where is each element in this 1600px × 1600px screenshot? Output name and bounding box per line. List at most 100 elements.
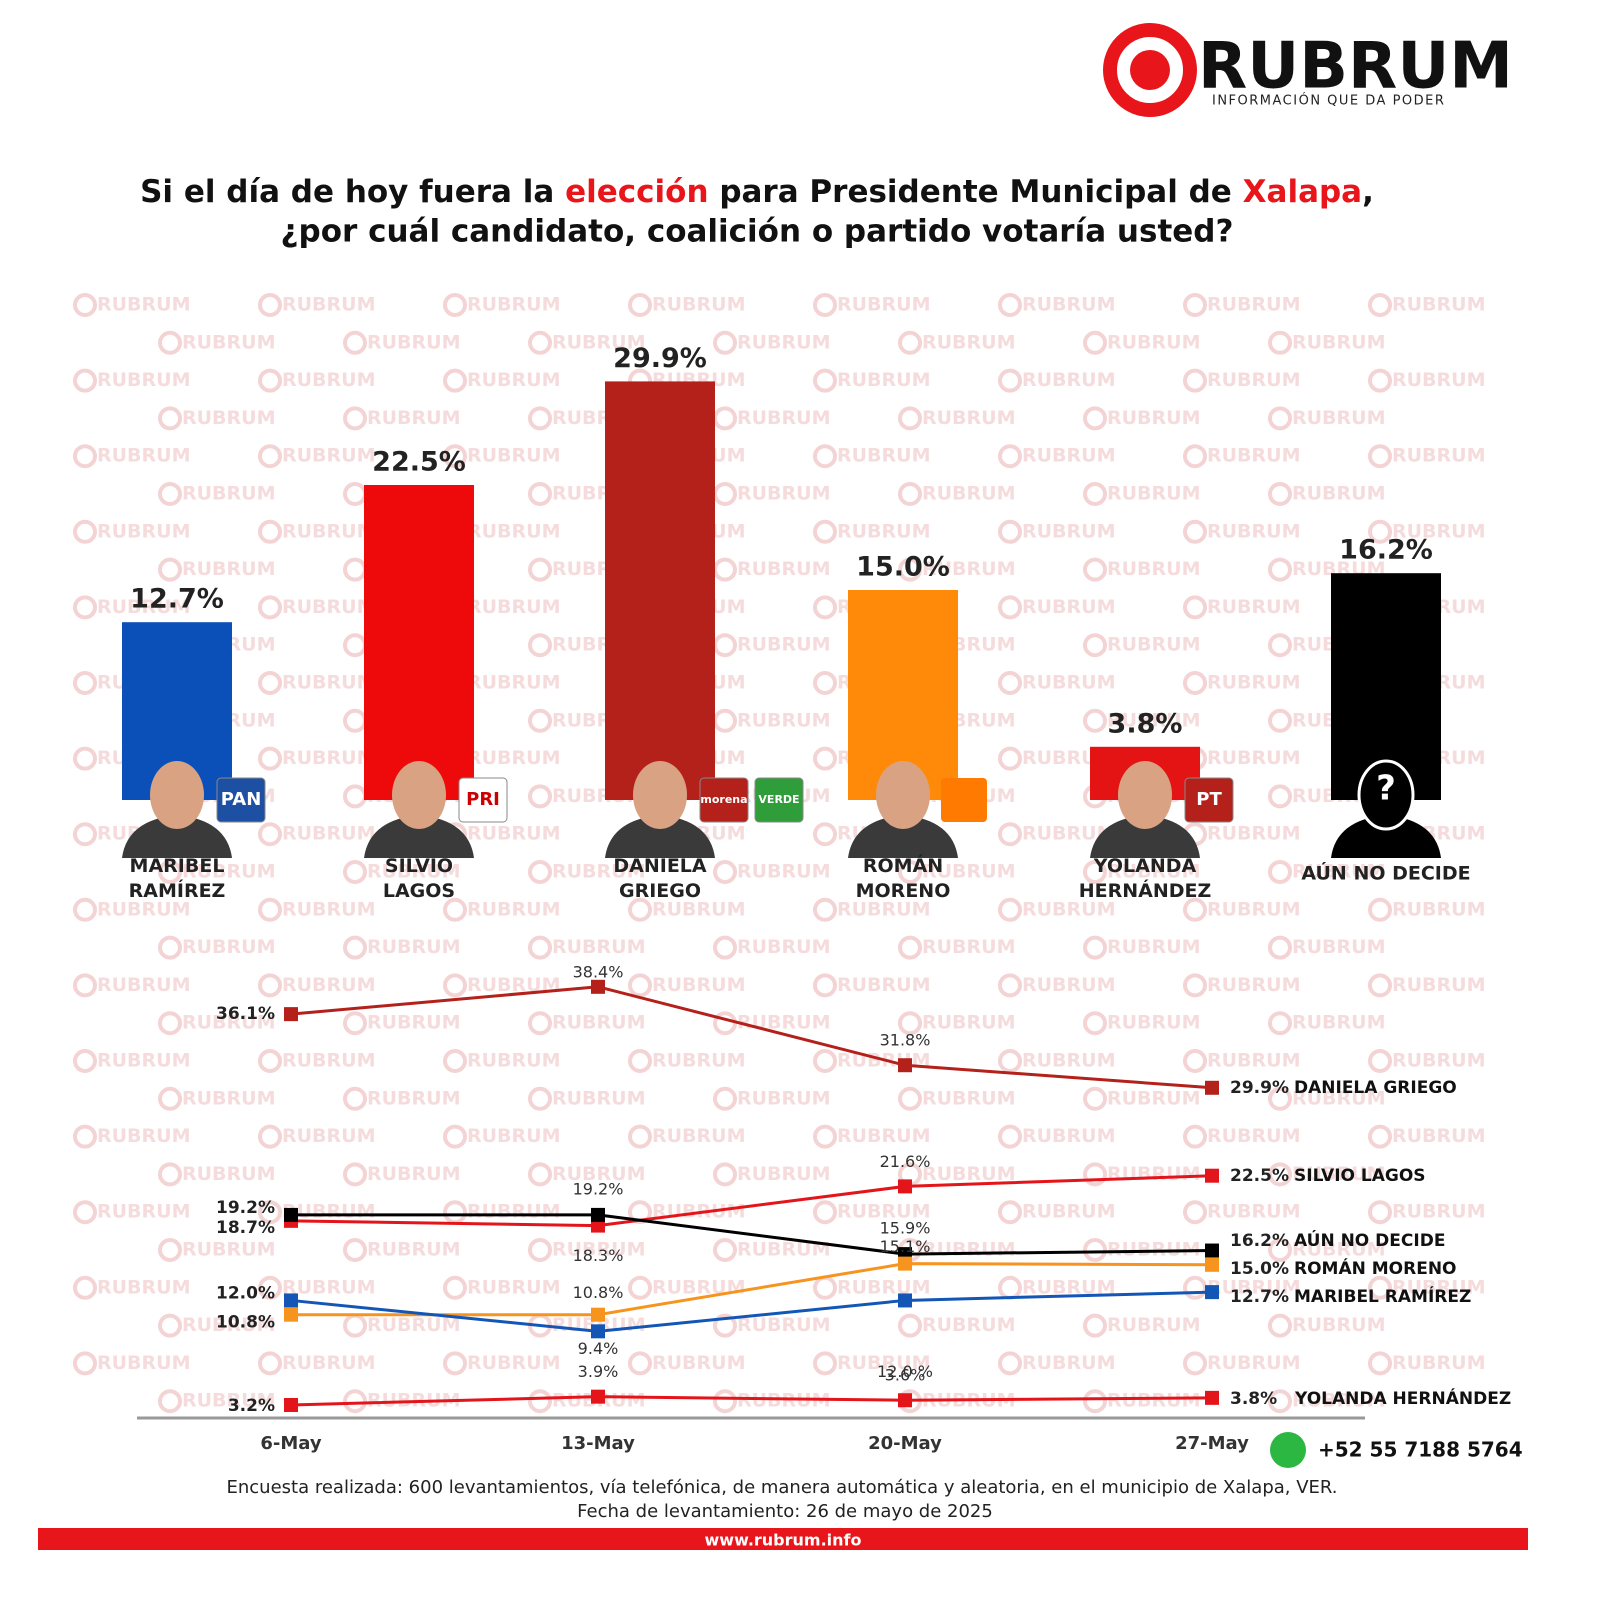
watermark-dot — [813, 519, 837, 544]
watermark-dot — [1268, 935, 1292, 960]
watermark-dot — [1183, 293, 1207, 317]
marker — [1205, 1390, 1219, 1405]
watermark: RUBRUM — [837, 294, 931, 316]
watermark: RUBRUM — [922, 331, 1016, 353]
value-label: 12.0% — [216, 1283, 275, 1303]
portrait-head — [150, 761, 204, 829]
watermark-dot — [1368, 1200, 1392, 1225]
party-logo-text: PT — [1196, 789, 1222, 810]
watermark: RUBRUM — [1022, 445, 1116, 467]
marker — [284, 1397, 298, 1412]
watermark-dot — [1083, 1162, 1107, 1187]
watermark-dot — [813, 595, 837, 620]
watermark-dot — [1083, 708, 1107, 733]
watermark: RUBRUM — [1207, 823, 1301, 845]
watermark: RUBRUM — [1207, 974, 1301, 996]
watermark-dot — [1083, 330, 1107, 355]
watermark-dot — [258, 1351, 282, 1376]
watermark-dot — [898, 482, 922, 506]
watermark-dot — [73, 519, 97, 544]
watermark: RUBRUM — [1292, 936, 1386, 958]
watermark: RUBRUM — [1392, 294, 1486, 316]
watermark: RUBRUM — [1392, 1352, 1486, 1374]
watermark-dot — [73, 1275, 97, 1300]
watermark-dot — [73, 444, 97, 469]
party-logo — [458, 777, 508, 823]
watermark-dot — [1183, 595, 1207, 620]
portrait-body — [1090, 815, 1200, 858]
watermark-dot — [73, 897, 97, 922]
watermark: RUBRUM — [737, 1239, 831, 1261]
watermark-dot — [528, 482, 552, 506]
watermark: RUBRUM — [282, 294, 376, 316]
watermark-dot — [998, 822, 1022, 847]
watermark: RUBRUM — [282, 974, 376, 996]
watermark-dot — [813, 671, 837, 695]
title-highlight: Xalapa — [1243, 174, 1362, 210]
watermark: RUBRUM — [1292, 1012, 1386, 1034]
value-label: 29.9% — [1230, 1078, 1289, 1098]
watermark-dot — [258, 1275, 282, 1300]
watermark-dot — [1183, 973, 1207, 998]
watermark: RUBRUM — [1107, 861, 1201, 883]
party-logo-text: PAN — [221, 789, 262, 810]
watermark: RUBRUM — [1207, 369, 1301, 391]
party-logo — [754, 777, 804, 823]
watermark-dot — [998, 746, 1022, 771]
watermark: RUBRUM — [1022, 1352, 1116, 1374]
watermark: RUBRUM — [922, 936, 1016, 958]
watermark-dot — [1268, 708, 1292, 733]
watermark: RUBRUM — [182, 861, 276, 883]
watermark-dot — [1368, 1351, 1392, 1376]
watermark-dot — [1268, 1086, 1292, 1111]
value-label: 36.1% — [216, 1004, 275, 1024]
legend-label: MARIBEL RAMÍREZ — [1294, 1285, 1471, 1307]
watermark-dot — [813, 1049, 837, 1073]
watermark-dot — [158, 330, 182, 355]
legend-label: DANIELA GRIEGO — [1294, 1078, 1457, 1098]
watermark-dot — [1268, 784, 1292, 809]
value-label: 12.0 % — [877, 1362, 933, 1381]
marker — [898, 1256, 912, 1271]
watermark-dot — [528, 406, 552, 431]
watermark-dot — [1083, 1011, 1107, 1036]
watermark-dot — [1183, 1275, 1207, 1300]
watermark: RUBRUM — [1392, 1050, 1486, 1072]
value-label: 15.1% — [880, 1237, 931, 1256]
portrait-body — [364, 815, 474, 858]
watermark: RUBRUM — [1207, 1050, 1301, 1072]
portrait-head — [1118, 761, 1172, 829]
bar — [605, 381, 715, 800]
watermark-dot — [628, 897, 652, 922]
watermark-dot — [898, 935, 922, 960]
watermark-dot — [1368, 973, 1392, 998]
watermark: RUBRUM — [282, 445, 376, 467]
charts: 12.7% PAN MARIBEL RAMÍREZ 22.5% PRI SILVIO LAGO… — [122, 343, 1511, 1454]
watermark: RUBRUM — [1022, 369, 1116, 391]
watermark: RUBRUM — [282, 747, 376, 769]
watermark-dot — [73, 746, 97, 771]
watermark-dot — [898, 330, 922, 355]
watermark: RUBRUM — [737, 1314, 831, 1336]
watermark-dot — [158, 935, 182, 960]
watermark-dot — [813, 897, 837, 922]
watermark: RUBRUM — [97, 520, 191, 542]
x-tick-label: 6-May — [260, 1433, 322, 1454]
watermark: RUBRUM — [1207, 520, 1301, 542]
portrait-body — [848, 815, 958, 858]
watermark-dot — [1083, 633, 1107, 658]
watermark: RUBRUM — [1207, 672, 1301, 694]
party-logo — [1184, 777, 1234, 823]
watermark-dot — [713, 708, 737, 733]
watermark: RUBRUM — [182, 1012, 276, 1034]
value-label: 3.6% — [885, 1366, 926, 1385]
watermark-dot — [1268, 1238, 1292, 1262]
watermark-dot — [998, 897, 1022, 922]
whatsapp-icon — [1270, 1432, 1306, 1468]
watermark-dot — [1268, 482, 1292, 506]
watermark-dot — [713, 1313, 737, 1338]
watermark-dot — [258, 746, 282, 771]
party-logo-text: PRI — [466, 789, 500, 810]
unknown-icon: ? — [1376, 769, 1396, 809]
watermark: RUBRUM — [467, 974, 561, 996]
